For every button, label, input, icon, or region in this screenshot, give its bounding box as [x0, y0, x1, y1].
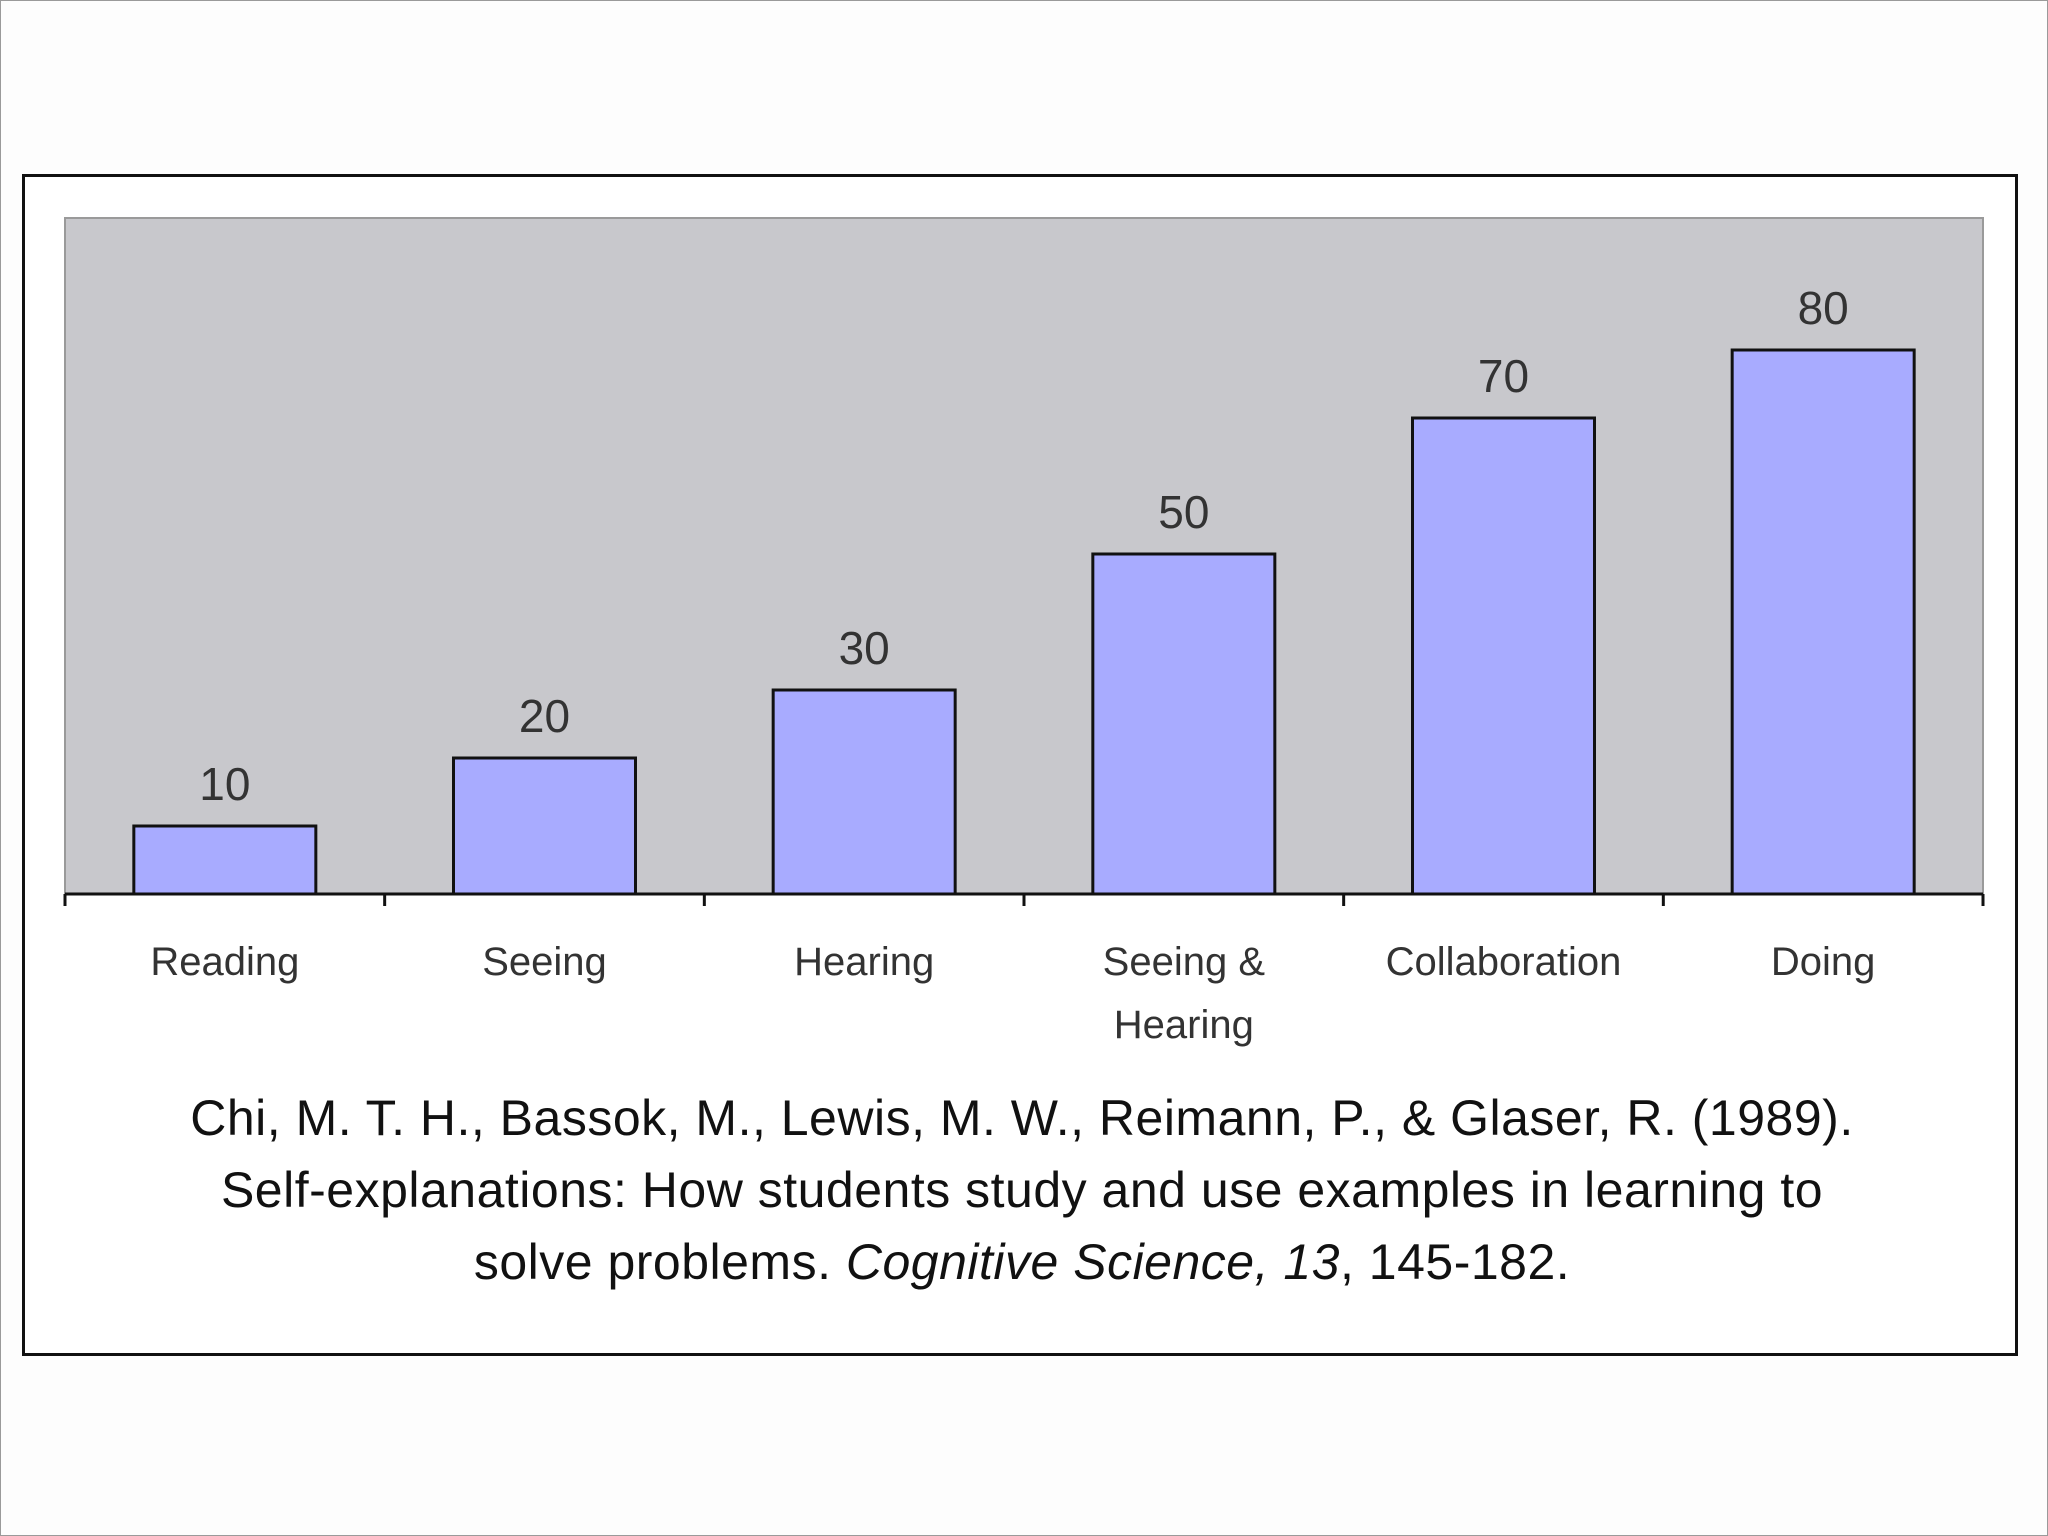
citation: Chi, M. T. H., Bassok, M., Lewis, M. W.,…	[22, 1082, 2022, 1298]
data-label-seeing-hearing: 50	[1158, 486, 1209, 538]
data-label-doing: 80	[1798, 282, 1849, 334]
labels: 10 Reading 20 Seeing 30 Hearing 50 Seeing & Hear…	[150, 282, 1875, 1047]
tick-label-seeing: Seeing	[482, 940, 607, 984]
citation-source: solve problems. Cognitive Science, 13, 1…	[22, 1226, 2022, 1298]
bar-doing	[1730, 348, 1916, 896]
citation-title-end: solve problems.	[473, 1234, 846, 1290]
citation-authors: Chi, M. T. H., Bassok, M., Lewis, M. W.,…	[190, 1090, 1854, 1146]
citation-journal: Cognitive Science, 13	[845, 1234, 1340, 1290]
tick-label-doing: Doing	[1771, 940, 1876, 984]
tick-label-collaboration: Collaboration	[1386, 940, 1622, 984]
tick-label-seeing-hearing: Seeing & Hearing	[1103, 940, 1266, 1047]
data-label-collaboration: 70	[1478, 350, 1529, 402]
bars	[132, 348, 1916, 896]
data-label-seeing: 20	[519, 690, 570, 742]
tick-label-reading: Reading	[150, 940, 299, 984]
bar-seeing	[452, 756, 637, 896]
plot-area	[64, 217, 1984, 895]
tick-label-hearing: Hearing	[794, 940, 934, 984]
bar-hearing	[771, 688, 957, 896]
bar-collaboration	[1411, 416, 1596, 896]
data-label-hearing: 30	[839, 622, 890, 674]
bar-reading	[132, 824, 318, 896]
bar-chart: 10 Reading 20 Seeing 30 Hearing 50 Seeing & Hear…	[63, 217, 1985, 1047]
citation-pages: , 145-182.	[1340, 1234, 1571, 1290]
bar-seeing-hearing	[1091, 552, 1277, 896]
data-label-reading: 10	[199, 758, 250, 810]
citation-title: Self-explanations: How students study an…	[220, 1162, 1824, 1218]
x-axis	[63, 892, 1985, 906]
